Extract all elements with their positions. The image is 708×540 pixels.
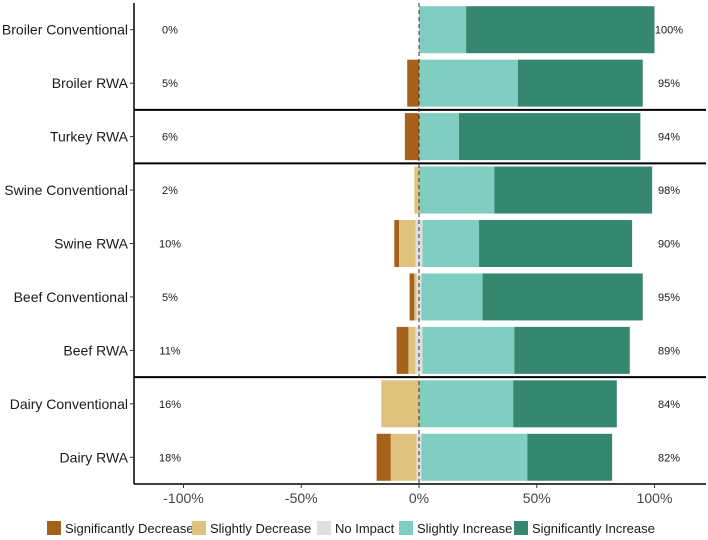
category-label: Beef RWA — [63, 342, 128, 358]
right-pct-label: 100% — [655, 25, 683, 37]
bar-broiler-conventional-slightly-increase — [419, 6, 467, 54]
bar-beef-rwa-significantly-increase — [514, 326, 630, 374]
right-pct-label: 94% — [658, 132, 680, 144]
bar-dairy-conventional-significantly-increase — [513, 380, 617, 428]
left-pct-label: 18% — [159, 452, 181, 464]
category-label: Beef Conventional — [14, 289, 128, 305]
bar-swine-rwa-slightly-decrease — [398, 220, 416, 267]
x-tick-label: 50% — [523, 490, 551, 506]
bar-beef-conventional-significantly-decrease — [409, 273, 415, 321]
legend-label-significantly-decrease: Significantly Decrease — [65, 521, 194, 536]
left-pct-label: 11% — [159, 345, 180, 357]
category-labels: Broiler Conventional Broiler RWA Turkey RW… — [2, 22, 129, 466]
right-pct-label: 90% — [658, 239, 680, 251]
left-pct-label: 2% — [162, 185, 178, 197]
bar-swine-rwa-significantly-decrease — [394, 220, 399, 267]
bar-swine-rwa-significantly-increase — [479, 220, 633, 267]
bars — [376, 6, 655, 481]
legend-label-slightly-decrease: Slightly Decrease — [210, 521, 311, 536]
bar-swine-conventional-significantly-increase — [494, 166, 653, 214]
bar-beef-rwa-slightly-decrease — [408, 326, 416, 374]
bar-turkey-rwa-significantly-decrease — [404, 113, 419, 161]
x-tick-label: 0% — [409, 490, 429, 506]
legend: Significantly Decrease Slightly Decrease N… — [47, 521, 655, 536]
bar-beef-rwa-slightly-increase — [422, 326, 515, 374]
right-pct-label: 95% — [658, 292, 680, 304]
category-label: Broiler RWA — [52, 75, 129, 91]
category-label: Broiler Conventional — [2, 22, 128, 38]
bar-beef-conventional-slightly-increase — [421, 273, 483, 321]
category-label: Swine RWA — [54, 236, 129, 252]
bar-dairy-rwa-significantly-increase — [527, 433, 613, 481]
bar-beef-conventional-significantly-increase — [482, 273, 643, 321]
category-label: Dairy RWA — [60, 449, 129, 465]
legend-swatch-no-impact — [317, 521, 331, 535]
bar-dairy-rwa-slightly-increase — [421, 433, 528, 481]
left-pct-label: 5% — [162, 292, 178, 304]
bar-broiler-rwa-significantly-increase — [517, 59, 643, 107]
x-tick-label: -100% — [163, 490, 203, 506]
bar-swine-conventional-slightly-decrease — [414, 166, 419, 214]
legend-swatch-significantly-increase — [514, 521, 528, 535]
bar-turkey-rwa-slightly-increase — [419, 113, 460, 161]
bar-beef-rwa-significantly-decrease — [396, 326, 409, 374]
bar-beef-rwa-no-impact — [415, 326, 423, 374]
x-tick-label: -50% — [285, 490, 318, 506]
right-pct-label: 98% — [658, 185, 680, 197]
legend-label-slightly-increase: Slightly Increase — [417, 521, 512, 536]
bar-broiler-rwa-significantly-decrease — [407, 59, 419, 107]
left-pct-label: 5% — [162, 78, 178, 90]
bar-turkey-rwa-significantly-increase — [459, 113, 641, 161]
right-pct-label: 89% — [658, 345, 680, 357]
bar-dairy-conventional-slightly-decrease — [381, 380, 419, 428]
bar-beef-conventional-no-impact — [416, 273, 422, 321]
bar-dairy-rwa-significantly-decrease — [376, 433, 391, 481]
left-pct-label: 10% — [159, 239, 181, 251]
bar-dairy-rwa-slightly-decrease — [390, 433, 417, 481]
category-label: Dairy Conventional — [10, 396, 128, 412]
legend-label-no-impact: No Impact — [335, 521, 395, 536]
legend-swatch-slightly-increase — [399, 521, 413, 535]
legend-label-significantly-increase: Significantly Increase — [532, 521, 655, 536]
x-tick-label: 100% — [637, 490, 673, 506]
category-label: Turkey RWA — [50, 129, 129, 145]
left-pct-label: 6% — [162, 132, 178, 144]
bar-dairy-conventional-slightly-increase — [419, 380, 514, 428]
x-axis: -100% -50% 0% 50% 100% — [130, 3, 706, 506]
legend-swatch-significantly-decrease — [47, 521, 61, 535]
right-pct-label: 95% — [658, 78, 680, 90]
bar-beef-conventional-slightly-decrease — [414, 273, 417, 321]
category-label: Swine Conventional — [4, 182, 128, 198]
bar-swine-rwa-slightly-increase — [422, 220, 480, 267]
bar-broiler-rwa-slightly-increase — [419, 59, 518, 107]
right-pct-label: 84% — [658, 399, 680, 411]
group-separators — [134, 108, 706, 379]
bar-swine-conventional-slightly-increase — [419, 166, 495, 214]
bar-broiler-conventional-significantly-increase — [466, 6, 655, 54]
bar-dairy-rwa-no-impact — [416, 433, 422, 481]
percentage-labels: 0% 100% 5% 95% 6% 94% 2% 98% 10% 90% 5% 95% 11% 89% 16… — [159, 25, 683, 465]
right-pct-label: 82% — [658, 452, 680, 464]
left-pct-label: 0% — [162, 25, 178, 37]
legend-swatch-slightly-decrease — [192, 521, 206, 535]
left-pct-label: 16% — [159, 399, 181, 411]
